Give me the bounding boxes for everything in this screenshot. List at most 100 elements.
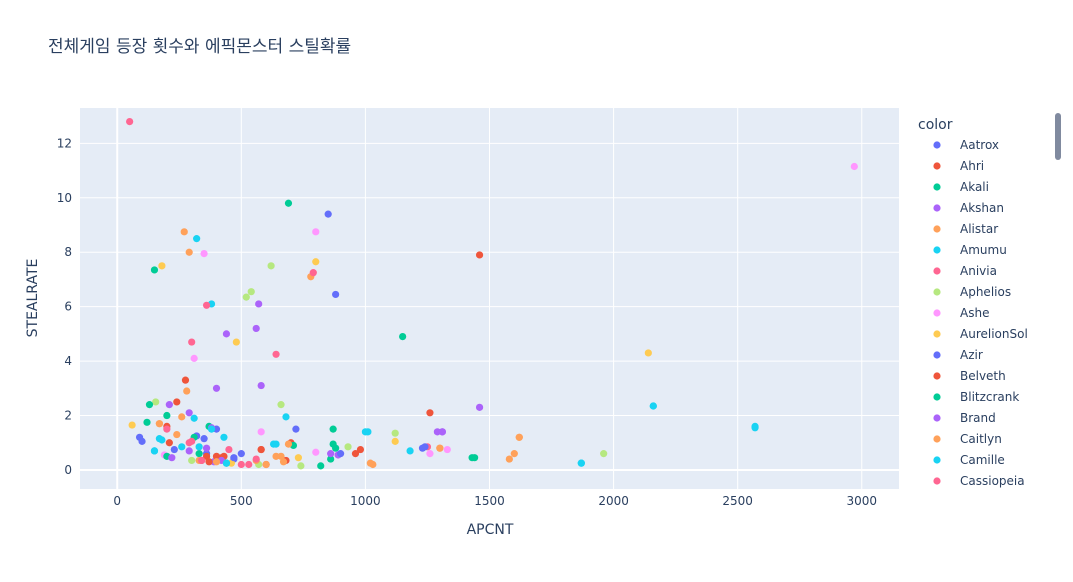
data-points[interactable] — [126, 118, 858, 470]
data-point[interactable] — [421, 443, 429, 451]
data-point[interactable] — [128, 421, 136, 429]
data-point[interactable] — [515, 433, 523, 441]
data-point[interactable] — [225, 445, 233, 454]
data-point[interactable] — [292, 425, 300, 433]
data-point[interactable] — [282, 413, 290, 421]
data-point[interactable] — [850, 162, 858, 171]
data-point[interactable] — [193, 235, 201, 243]
data-point[interactable] — [436, 444, 444, 452]
legend-item-azir[interactable]: Azir — [933, 348, 983, 362]
data-point[interactable] — [272, 452, 280, 460]
data-point[interactable] — [170, 445, 178, 454]
data-point[interactable] — [312, 228, 320, 236]
legend-item-cassiopeia[interactable]: Cassiopeia — [933, 474, 1025, 488]
data-point[interactable] — [163, 425, 171, 433]
data-point[interactable] — [188, 338, 196, 346]
data-point[interactable] — [297, 462, 305, 470]
data-point[interactable] — [294, 454, 302, 462]
data-point[interactable] — [327, 455, 335, 463]
legend-item-amumu[interactable]: Amumu — [933, 243, 1007, 257]
data-point[interactable] — [433, 428, 441, 436]
data-point[interactable] — [272, 350, 280, 358]
data-point[interactable] — [391, 429, 399, 437]
series-brand[interactable] — [168, 424, 446, 465]
data-point[interactable] — [173, 430, 181, 439]
data-point[interactable] — [190, 414, 198, 422]
legend-item-aphelios[interactable]: Aphelios — [933, 285, 1011, 299]
data-point[interactable] — [237, 450, 245, 458]
data-point[interactable] — [185, 447, 193, 455]
data-point[interactable] — [327, 450, 335, 458]
data-point[interactable] — [391, 437, 399, 445]
data-point[interactable] — [158, 262, 166, 270]
data-point[interactable] — [406, 447, 414, 455]
data-point[interactable] — [232, 338, 240, 346]
series-ashe[interactable] — [160, 162, 858, 459]
legend-item-blitzcrank[interactable]: Blitzcrank — [933, 390, 1019, 404]
data-point[interactable] — [443, 445, 451, 454]
data-point[interactable] — [242, 293, 250, 301]
legend-item-akali[interactable]: Akali — [933, 180, 989, 194]
data-point[interactable] — [202, 301, 211, 309]
data-point[interactable] — [336, 450, 345, 458]
legend-item-aatrox[interactable]: Aatrox — [933, 138, 999, 152]
legend-item-alistar[interactable]: Alistar — [933, 222, 998, 236]
data-point[interactable] — [145, 401, 154, 409]
legend-item-ahri[interactable]: Ahri — [933, 159, 984, 173]
data-point[interactable] — [180, 228, 188, 236]
data-point[interactable] — [155, 435, 164, 443]
data-point[interactable] — [165, 401, 173, 409]
data-point[interactable] — [220, 433, 228, 441]
data-point[interactable] — [152, 398, 160, 406]
data-point[interactable] — [183, 387, 191, 395]
data-point[interactable] — [361, 428, 370, 436]
data-point[interactable] — [245, 460, 253, 469]
data-point[interactable] — [202, 452, 211, 460]
data-point[interactable] — [181, 376, 190, 384]
data-point[interactable] — [267, 262, 275, 270]
data-point[interactable] — [257, 428, 265, 436]
data-point[interactable] — [277, 401, 285, 409]
data-point[interactable] — [173, 398, 181, 406]
data-point[interactable] — [212, 452, 221, 460]
data-point[interactable] — [644, 349, 652, 357]
legend-item-anivia[interactable]: Anivia — [933, 264, 997, 278]
data-point[interactable] — [317, 462, 325, 470]
legend-scrollbar[interactable] — [1055, 113, 1061, 160]
data-point[interactable] — [279, 458, 288, 466]
data-point[interactable] — [312, 258, 320, 266]
legend-item-aurelionsol[interactable]: AurelionSol — [933, 327, 1028, 341]
data-point[interactable] — [600, 450, 608, 458]
data-point[interactable] — [185, 248, 193, 256]
data-point[interactable] — [255, 300, 263, 308]
data-point[interactable] — [163, 411, 171, 420]
data-point[interactable] — [649, 402, 657, 410]
data-point[interactable] — [257, 445, 265, 454]
data-point[interactable] — [324, 210, 332, 218]
data-point[interactable] — [178, 443, 186, 451]
data-point[interactable] — [475, 403, 484, 411]
data-point[interactable] — [212, 458, 221, 466]
data-point[interactable] — [185, 409, 193, 417]
data-point[interactable] — [237, 460, 245, 469]
data-point[interactable] — [207, 425, 216, 433]
data-point[interactable] — [312, 448, 320, 456]
series-aphelios[interactable] — [152, 262, 608, 470]
data-point[interactable] — [126, 118, 134, 126]
data-point[interactable] — [230, 454, 238, 462]
data-point[interactable] — [227, 459, 235, 467]
data-point[interactable] — [262, 460, 270, 469]
data-point[interactable] — [222, 459, 231, 467]
data-point[interactable] — [277, 452, 285, 460]
data-point[interactable] — [143, 418, 151, 426]
data-point[interactable] — [138, 437, 146, 445]
legend[interactable]: Aatrox Ahri Akali Akshan Alistar Amumu Anivia A… — [933, 138, 1028, 488]
data-point[interactable] — [155, 420, 164, 428]
data-point[interactable] — [150, 447, 159, 455]
data-point[interactable] — [202, 444, 211, 452]
legend-item-akshan[interactable]: Akshan — [933, 201, 1004, 215]
data-point[interactable] — [351, 450, 360, 458]
data-point[interactable] — [356, 445, 365, 454]
data-point[interactable] — [212, 384, 221, 392]
series-aurelionsol[interactable] — [128, 258, 652, 467]
